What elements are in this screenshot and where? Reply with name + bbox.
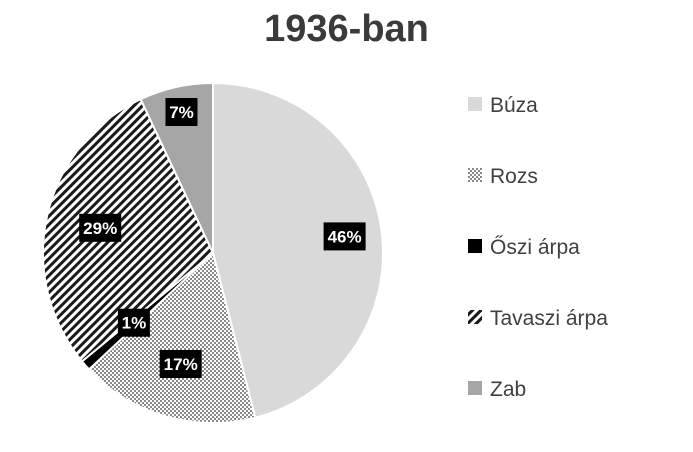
data-label-oszi-arpa: 1% [117,308,150,337]
data-label-buza: 46% [323,222,366,251]
legend-label: Őszi árpa [490,236,580,259]
legend-label: Tavaszi árpa [490,307,608,330]
chart-title: 1936-ban [264,8,429,50]
legend-item-tavaszi-arpa: Tavaszi árpa [468,307,608,330]
legend-label: Rozs [490,165,538,188]
legend-item-buza: Búza [468,94,538,117]
svg-text:17%: 17% [164,355,198,374]
legend: Búza Rozs Őszi árpa Tavaszi árpa Zab [468,94,608,401]
legend-item-zab: Zab [468,378,526,401]
data-label-zab: 7% [165,98,198,126]
pie-slice-buza [212,81,385,419]
legend-swatch [468,381,482,395]
legend-label: Búza [490,94,538,117]
legend-item-oszi-arpa: Őszi árpa [468,236,580,259]
legend-item-rozs: Rozs [468,165,538,188]
legend-swatch [468,168,482,182]
legend-swatch [468,310,482,324]
data-label-rozs: 17% [159,350,202,378]
legend-swatch [468,97,482,111]
legend-swatch [468,239,482,253]
svg-text:46%: 46% [328,227,362,246]
pie-slice-rozs [87,251,257,424]
svg-text:29%: 29% [83,219,117,238]
legend-label: Zab [490,378,526,401]
data-label-tavaszi-arpa: 29% [79,213,122,242]
svg-text:7%: 7% [169,103,194,122]
svg-text:1%: 1% [122,314,147,333]
